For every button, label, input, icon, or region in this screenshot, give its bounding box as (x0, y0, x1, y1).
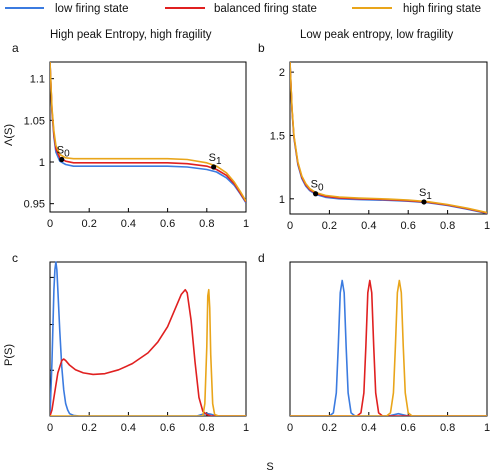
legend-label-high: high firing state (403, 3, 481, 15)
panel-a-frame (49, 61, 247, 213)
panel-b-title: Low peak entropy, low fragility (300, 29, 453, 41)
panel-b-ytick-label: 1 (279, 194, 285, 206)
panel-a-xtick-label: 0.2 (82, 218, 97, 230)
panel-d-xtick-label: 0.6 (401, 422, 416, 434)
panel-b-xtick-label: 0.6 (401, 220, 416, 232)
panel-b-series-high (290, 61, 487, 214)
panel-c-series-high (50, 288, 246, 416)
panel-a-series-balanced (50, 61, 246, 203)
panel-d-xtick-label: 0.8 (440, 422, 455, 434)
legend-item-balanced: balanced firing state (165, 3, 317, 15)
shared-xlabel: S (266, 461, 273, 473)
legend-label-low: low firing state (55, 3, 129, 15)
panel-d-letter: d (258, 251, 265, 265)
panel-a-ytick-label: 1.1 (30, 74, 45, 86)
panel-b-point-label-s0: S0 (311, 179, 324, 194)
panel-b-plot: 0 0.2 0.4 0.6 0.8 1 1 1.5 2 S0 S1 (270, 61, 490, 232)
panel-c-xtick-label: 0.4 (121, 422, 136, 434)
panel-c-xtick-label: 0.6 (160, 422, 175, 434)
panel-b-xtick-label: 0.8 (440, 220, 455, 232)
panel-d-xtick-label: 0 (287, 422, 293, 434)
panel-c-plot: 0 0.2 0.4 0.6 0.8 1 (47, 261, 249, 434)
panel-a-xtick-label: 0.4 (121, 218, 136, 230)
legend-item-high: high firing state (352, 3, 481, 15)
panel-d-xtick-label: 0.2 (322, 422, 337, 434)
panel-b-xtick-label: 0 (287, 220, 293, 232)
panel-c-xtick-label: 0.8 (199, 422, 214, 434)
panel-b-point-label-s1: S1 (419, 187, 432, 202)
panel-a-plot: 0 0.2 0.4 0.6 0.8 1 0.95 1 1.05 1.1 S0 S1 (24, 61, 249, 230)
panel-d-frame (289, 261, 488, 417)
panel-a-point-label-s0: S0 (57, 145, 70, 160)
panel-c-frame (49, 261, 247, 417)
panel-c-letter: c (12, 251, 18, 265)
panel-b-ytick-label: 2 (279, 67, 285, 79)
panel-a-title: High peak Entropy, high fragility (50, 29, 212, 41)
panel-d-series-balanced (290, 279, 487, 416)
panel-d-series-low (290, 279, 487, 416)
panel-a-series-high (50, 61, 246, 202)
panel-a-letter: a (12, 41, 19, 55)
panel-a-ylabel: Λ(S) (3, 124, 15, 146)
panel-c-xtick-label: 0.2 (82, 422, 97, 434)
panel-d-xtick-label: 1 (484, 422, 490, 434)
panel-a-xtick-label: 1 (243, 218, 249, 230)
panel-c-xtick-label: 0 (47, 422, 53, 434)
panel-a-ytick-label: 1 (39, 157, 45, 169)
panel-b-frame (289, 61, 488, 215)
legend-label-balanced: balanced firing state (214, 3, 317, 15)
panel-d-plot: 0 0.2 0.4 0.6 0.8 1 (287, 261, 490, 434)
panel-b-point-s1 (421, 199, 427, 205)
panel-a-xtick-label: 0.6 (160, 218, 175, 230)
legend: low firing state balanced firing state h… (5, 3, 481, 15)
panel-a-point-label-s1: S1 (209, 152, 222, 167)
panel-a-ytick-label: 0.95 (24, 199, 45, 211)
panel-a-series-low (50, 61, 246, 204)
panel-a-point-s1 (211, 164, 217, 170)
panel-b-xtick-label: 0.4 (361, 220, 376, 232)
panel-b-point-s0 (313, 191, 319, 197)
panel-c-ylabel: P(S) (3, 344, 15, 366)
panel-b-xtick-label: 0.2 (322, 220, 337, 232)
panel-b-letter: b (258, 41, 265, 55)
panel-c-xtick-label: 1 (243, 422, 249, 434)
panel-c-series-balanced (50, 288, 246, 416)
panel-a-xtick-label: 0.8 (199, 218, 214, 230)
panel-a-point-s0 (59, 156, 65, 163)
legend-item-low: low firing state (5, 3, 129, 15)
panel-d-xtick-label: 0.4 (361, 422, 376, 434)
panel-b-ytick-label: 1.5 (270, 130, 285, 142)
panel-a-xtick-label: 0 (47, 218, 53, 230)
panel-d-series-high (290, 279, 487, 416)
panel-b-xtick-label: 1 (484, 220, 490, 232)
panel-c-series-low (50, 261, 246, 416)
panel-a-ytick-label: 1.05 (24, 115, 45, 127)
